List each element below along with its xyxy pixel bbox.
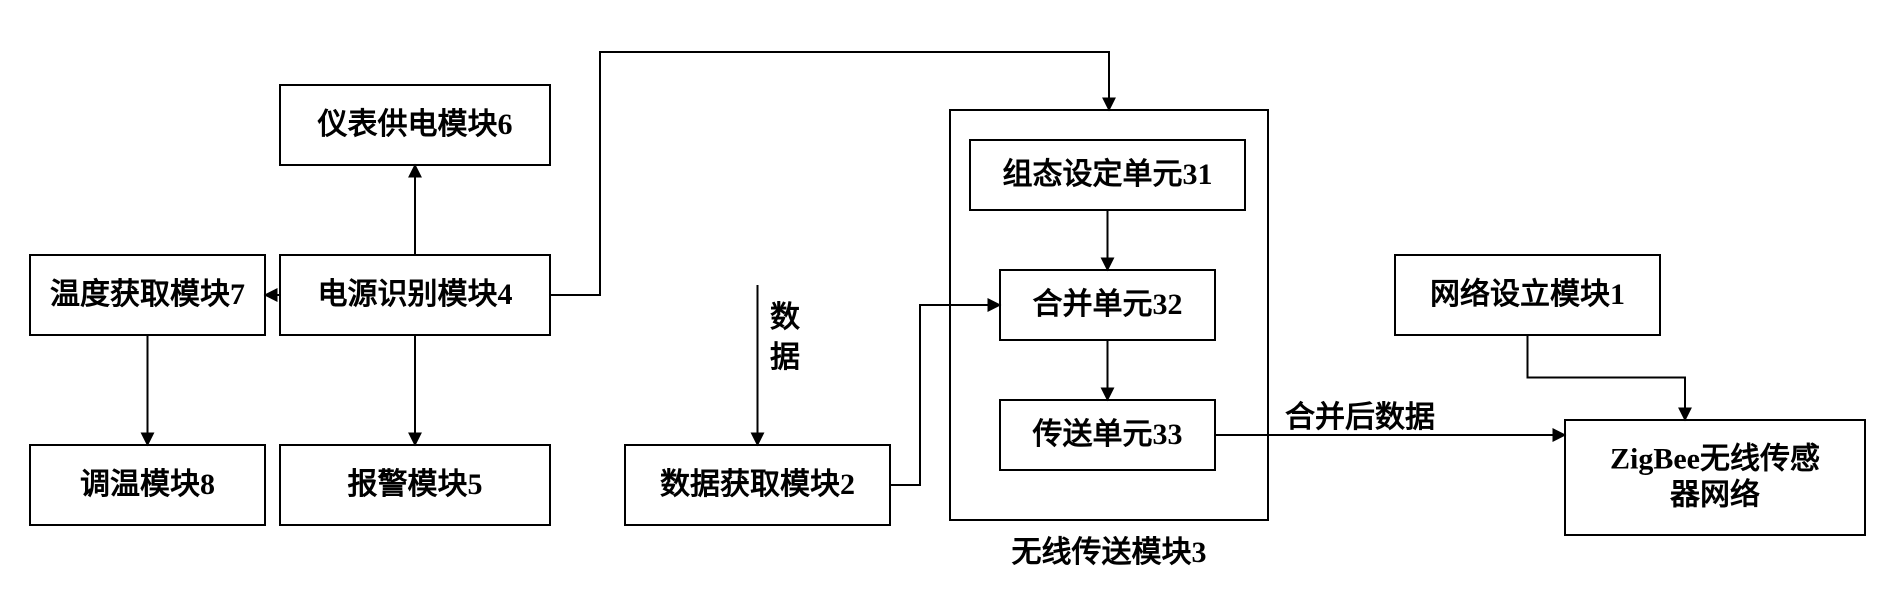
node-temp-acquire-7: 温度获取模块7 (30, 255, 265, 335)
group-label-module-3: 无线传送模块3 (1012, 536, 1207, 569)
svg-text:ZigBee无线传感: ZigBee无线传感 (1610, 442, 1820, 475)
node-temp-adjust-8: 调温模块8 (30, 445, 265, 525)
node-data-acquire-2: 数据获取模块2 (625, 445, 890, 525)
svg-text:网络设立模块1: 网络设立模块1 (1430, 277, 1625, 311)
node-transmit-unit-33: 传送单元33 (1000, 400, 1215, 470)
svg-text:温度获取模块7: 温度获取模块7 (50, 278, 245, 311)
svg-text:仪表供电模块6: 仪表供电模块6 (317, 108, 513, 141)
node-meter-power-6: 仪表供电模块6 (280, 85, 550, 165)
svg-text:合并单元32: 合并单元32 (1033, 287, 1183, 321)
svg-text:调温模块8: 调温模块8 (80, 468, 215, 501)
edge-label-data-2: 据 (770, 341, 800, 374)
edge-label-merged: 合并后数据 (1285, 400, 1435, 434)
svg-text:数据获取模块2: 数据获取模块2 (660, 468, 855, 501)
node-network-setup-1: 网络设立模块1 (1395, 255, 1660, 335)
svg-text:电源识别模块4: 电源识别模块4 (318, 278, 513, 311)
node-alarm-5: 报警模块5 (280, 445, 550, 525)
node-config-unit-31: 组态设定单元31 (970, 140, 1245, 210)
svg-text:传送单元33: 传送单元33 (1032, 418, 1183, 451)
svg-text:器网络: 器网络 (1669, 477, 1760, 511)
svg-text:报警模块5: 报警模块5 (348, 467, 483, 501)
edge-label-data-1: 数 (770, 301, 801, 334)
node-merge-unit-32: 合并单元32 (1000, 270, 1215, 340)
node-zigbee-network: ZigBee无线传感 器网络 (1565, 420, 1865, 535)
node-power-identify-4: 电源识别模块4 (280, 255, 550, 335)
svg-text:组态设定单元31: 组态设定单元31 (1003, 157, 1213, 191)
